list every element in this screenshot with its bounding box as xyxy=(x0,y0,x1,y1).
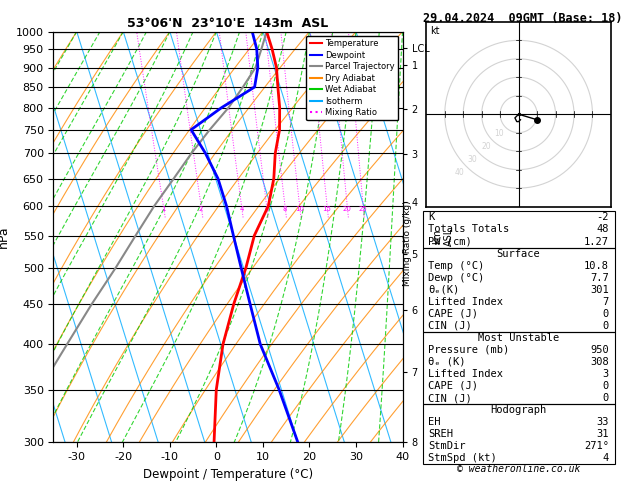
Text: 29.04.2024  09GMT (Base: 18): 29.04.2024 09GMT (Base: 18) xyxy=(423,12,622,25)
Text: 15: 15 xyxy=(323,206,331,212)
Text: 20: 20 xyxy=(343,206,352,212)
Text: CAPE (J): CAPE (J) xyxy=(428,309,479,319)
Text: 4: 4 xyxy=(240,206,243,212)
Text: StmSpd (kt): StmSpd (kt) xyxy=(428,453,497,463)
Text: Mixing Ratio (g/kg): Mixing Ratio (g/kg) xyxy=(403,200,412,286)
Bar xyxy=(423,211,615,247)
Text: 8: 8 xyxy=(283,206,287,212)
Bar xyxy=(423,247,615,332)
Text: Totals Totals: Totals Totals xyxy=(428,225,509,234)
Text: SREH: SREH xyxy=(428,429,454,439)
Text: 33: 33 xyxy=(596,417,609,427)
Text: -2: -2 xyxy=(596,212,609,223)
Text: 4: 4 xyxy=(603,453,609,463)
Y-axis label: hPa: hPa xyxy=(0,226,10,248)
Text: 10: 10 xyxy=(494,129,504,138)
Text: StmDir: StmDir xyxy=(428,441,466,451)
Text: 0: 0 xyxy=(603,393,609,403)
Text: 0: 0 xyxy=(603,321,609,331)
Bar xyxy=(423,332,615,404)
Text: Lifted Index: Lifted Index xyxy=(428,297,503,307)
Text: 6: 6 xyxy=(264,206,269,212)
Text: 10: 10 xyxy=(295,206,304,212)
Text: 1.27: 1.27 xyxy=(584,237,609,246)
Text: 3: 3 xyxy=(603,369,609,379)
Text: 10.8: 10.8 xyxy=(584,260,609,271)
Text: 0: 0 xyxy=(603,381,609,391)
Text: kt: kt xyxy=(430,26,440,35)
Text: Surface: Surface xyxy=(497,248,540,259)
Text: 0: 0 xyxy=(603,309,609,319)
Text: 950: 950 xyxy=(590,345,609,355)
Legend: Temperature, Dewpoint, Parcel Trajectory, Dry Adiabat, Wet Adiabat, Isotherm, Mi: Temperature, Dewpoint, Parcel Trajectory… xyxy=(306,36,398,121)
Text: 40: 40 xyxy=(455,168,465,177)
Text: 7.7: 7.7 xyxy=(590,273,609,283)
Text: © weatheronline.co.uk: © weatheronline.co.uk xyxy=(457,464,581,474)
Text: Lifted Index: Lifted Index xyxy=(428,369,503,379)
Text: 301: 301 xyxy=(590,285,609,295)
Text: 30: 30 xyxy=(468,155,477,164)
Text: Dewp (°C): Dewp (°C) xyxy=(428,273,485,283)
Text: 1: 1 xyxy=(161,206,165,212)
Text: 2: 2 xyxy=(199,206,203,212)
Text: 31: 31 xyxy=(596,429,609,439)
Text: Temp (°C): Temp (°C) xyxy=(428,260,485,271)
Text: θₑ(K): θₑ(K) xyxy=(428,285,460,295)
Y-axis label: km
ASL: km ASL xyxy=(432,228,454,246)
Text: CIN (J): CIN (J) xyxy=(428,393,472,403)
Text: PW (cm): PW (cm) xyxy=(428,237,472,246)
Text: CAPE (J): CAPE (J) xyxy=(428,381,479,391)
Text: EH: EH xyxy=(428,417,441,427)
Title: 53°06'N  23°10'E  143m  ASL: 53°06'N 23°10'E 143m ASL xyxy=(128,17,328,31)
Text: Pressure (mb): Pressure (mb) xyxy=(428,345,509,355)
Bar xyxy=(423,404,615,464)
Text: 48: 48 xyxy=(596,225,609,234)
Text: Hodograph: Hodograph xyxy=(491,405,547,415)
Text: CIN (J): CIN (J) xyxy=(428,321,472,331)
Text: 7: 7 xyxy=(603,297,609,307)
Text: θₑ (K): θₑ (K) xyxy=(428,357,466,367)
Text: 25: 25 xyxy=(359,206,367,212)
X-axis label: Dewpoint / Temperature (°C): Dewpoint / Temperature (°C) xyxy=(143,468,313,481)
Text: 20: 20 xyxy=(481,142,491,151)
Text: K: K xyxy=(428,212,435,223)
Text: 271°: 271° xyxy=(584,441,609,451)
Text: Most Unstable: Most Unstable xyxy=(478,333,559,343)
Text: 308: 308 xyxy=(590,357,609,367)
